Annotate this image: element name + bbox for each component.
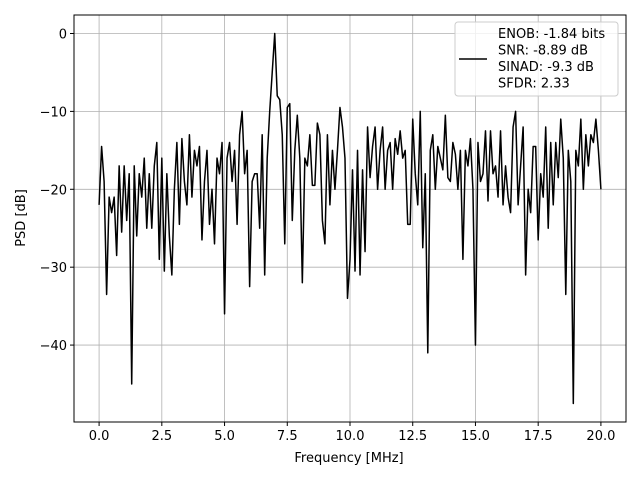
legend: ENOB: -1.84 bits SNR: -8.89 dB SINAD: -9.3… — [454, 21, 619, 97]
y-axis-label: PSD [dB] — [14, 189, 29, 247]
legend-label: ENOB: -1.84 bits SNR: -8.89 dB SINAD: -9.3… — [498, 27, 605, 92]
x-axis-label: Frequency [MHz] — [294, 451, 403, 466]
plot-frame — [73, 14, 627, 423]
y-tick-label: −20 — [40, 183, 67, 198]
y-tick-label: −10 — [40, 105, 67, 120]
x-tick-label: 7.5 — [277, 429, 298, 444]
x-tick-label: 2.5 — [151, 429, 172, 444]
x-tick-label: 15.0 — [461, 429, 490, 444]
x-tick-label: 5.0 — [214, 429, 235, 444]
y-tick-label: −30 — [40, 261, 67, 276]
y-tick-label: 0 — [59, 28, 67, 43]
x-tick-label: 0.0 — [89, 429, 110, 444]
y-tick-label: −40 — [40, 339, 67, 354]
series-line — [98, 32, 602, 405]
x-tick-label: 20.0 — [586, 429, 615, 444]
x-tick-label: 17.5 — [524, 429, 553, 444]
x-tick-label: 10.0 — [336, 429, 365, 444]
x-tick-label: 12.5 — [398, 429, 427, 444]
legend-box — [454, 21, 619, 97]
